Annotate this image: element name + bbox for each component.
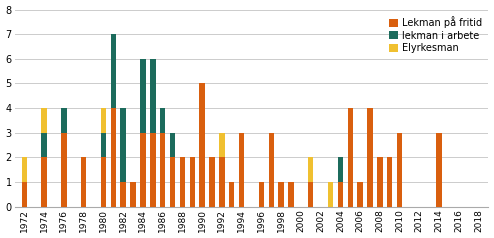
Bar [140, 133, 146, 207]
Bar [101, 108, 106, 133]
Bar [436, 133, 442, 207]
Bar [121, 182, 126, 207]
Bar [81, 157, 86, 207]
Bar [308, 182, 314, 207]
Bar [229, 182, 235, 207]
Bar [397, 133, 402, 207]
Bar [377, 157, 382, 207]
Legend: Lekman på fritid, lekman i arbete, Elyrkesman: Lekman på fritid, lekman i arbete, Elyrk… [387, 15, 484, 55]
Bar [367, 108, 372, 207]
Bar [170, 157, 175, 207]
Bar [337, 157, 343, 182]
Bar [41, 133, 47, 157]
Bar [111, 108, 116, 207]
Bar [288, 182, 294, 207]
Bar [61, 108, 67, 133]
Bar [219, 157, 225, 207]
Bar [180, 157, 185, 207]
Bar [101, 133, 106, 157]
Bar [269, 133, 274, 207]
Bar [140, 59, 146, 133]
Bar [308, 157, 314, 182]
Bar [337, 182, 343, 207]
Bar [41, 157, 47, 207]
Bar [209, 157, 215, 207]
Bar [357, 182, 363, 207]
Bar [279, 182, 284, 207]
Bar [111, 34, 116, 108]
Bar [200, 84, 205, 207]
Bar [387, 157, 392, 207]
Bar [150, 59, 156, 133]
Bar [347, 108, 353, 207]
Bar [121, 108, 126, 182]
Bar [259, 182, 264, 207]
Bar [328, 182, 333, 207]
Bar [130, 182, 136, 207]
Bar [170, 133, 175, 157]
Bar [190, 157, 195, 207]
Bar [41, 108, 47, 133]
Bar [219, 133, 225, 157]
Bar [22, 157, 27, 182]
Bar [22, 182, 27, 207]
Bar [160, 108, 165, 133]
Bar [150, 133, 156, 207]
Bar [160, 133, 165, 207]
Bar [101, 157, 106, 207]
Bar [239, 133, 245, 207]
Bar [61, 133, 67, 207]
